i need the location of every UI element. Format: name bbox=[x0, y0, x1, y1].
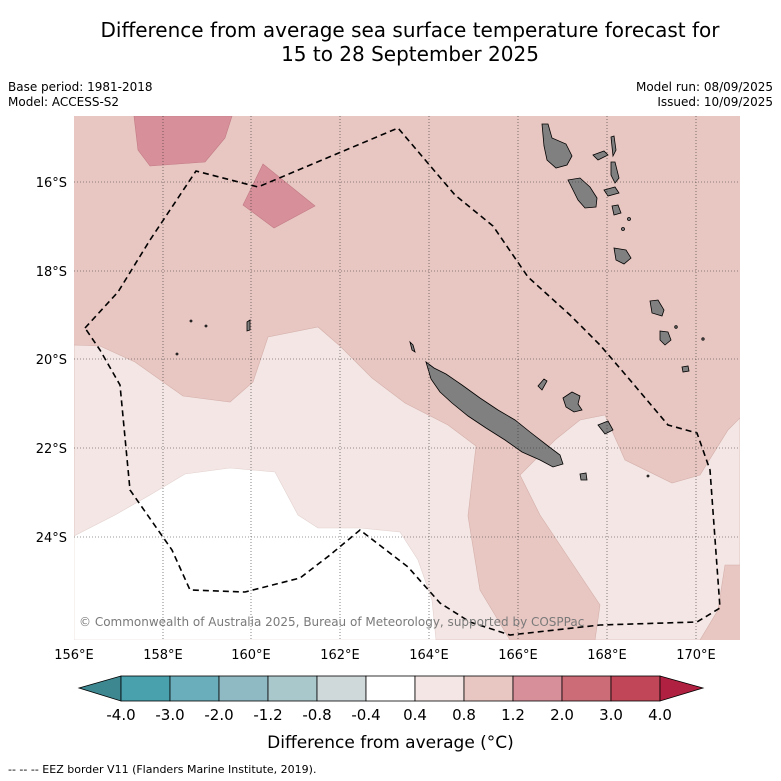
lon-tick-label: 162°E bbox=[320, 648, 360, 663]
vanuatu-malekula bbox=[567, 177, 598, 209]
base-period: Base period: 1981-2018 bbox=[8, 80, 153, 94]
colorbar-bin bbox=[267, 675, 318, 702]
islet bbox=[627, 217, 631, 221]
belep-islands bbox=[409, 340, 416, 353]
islet bbox=[701, 337, 705, 341]
vanuatu-erromango bbox=[649, 299, 665, 317]
vanuatu-ambae bbox=[592, 150, 609, 161]
colorbar-bin bbox=[414, 675, 465, 702]
title-line-2: 15 to 28 September 2025 bbox=[281, 42, 539, 66]
latitude-labels: 16°S 18°S 20°S 22°S 24°S bbox=[36, 176, 67, 546]
colorbar-tick-label: 1.2 bbox=[501, 706, 525, 724]
colorbar-tick-label: -0.8 bbox=[302, 706, 331, 724]
vanuatu-espiritu-santo bbox=[541, 123, 573, 169]
islet bbox=[646, 474, 650, 478]
vanuatu-pentecost bbox=[610, 161, 620, 184]
colorbar-tick-label: 4.0 bbox=[648, 706, 672, 724]
colorbar-tick-label: 0.8 bbox=[452, 706, 476, 724]
lon-tick-label: 170°E bbox=[676, 648, 716, 663]
meta-right: Model run: 08/09/2025 Issued: 10/09/2025 bbox=[636, 80, 773, 110]
chesterfield-islet bbox=[246, 319, 251, 332]
new-caledonia-island bbox=[425, 360, 564, 468]
lon-tick-label: 164°E bbox=[409, 648, 449, 663]
colorbar-tick-label: -3.0 bbox=[155, 706, 184, 724]
colorbar-bin bbox=[218, 675, 269, 702]
anomaly-band-neutral bbox=[74, 467, 437, 640]
colorbar-bin bbox=[610, 675, 661, 702]
lat-tick-label: 22°S bbox=[36, 442, 67, 457]
land-masses bbox=[175, 123, 705, 481]
vanuatu-epi bbox=[611, 204, 622, 216]
loyalty-islands-ouvea bbox=[537, 378, 548, 391]
colorbar-bin bbox=[463, 675, 514, 702]
colorbar-over-arrow bbox=[659, 675, 705, 702]
vanuatu-ambrym bbox=[603, 186, 620, 197]
copyright-text: © Commonwealth of Australia 2025, Bureau… bbox=[79, 615, 584, 629]
colorbar-tick-label: 0.4 bbox=[403, 706, 427, 724]
lat-tick-label: 20°S bbox=[36, 353, 67, 368]
lon-tick-label: 160°E bbox=[231, 648, 271, 663]
meta-left: Base period: 1981-2018 Model: ACCESS-S2 bbox=[8, 80, 153, 110]
colorbar-bin bbox=[120, 675, 171, 702]
colorbar-tick-label: -4.0 bbox=[106, 706, 135, 724]
colorbar-tick-label: -1.2 bbox=[253, 706, 282, 724]
lon-tick-label: 168°E bbox=[587, 648, 627, 663]
colorbar-bin bbox=[512, 675, 563, 702]
vanuatu-aneityum bbox=[681, 365, 690, 373]
lat-tick-label: 18°S bbox=[36, 265, 67, 280]
graticule bbox=[74, 116, 740, 640]
colorbar: -4.0 -3.0 -2.0 -1.2 -0.8 -0.4 0.4 0.8 1.2 2.0 3.0 4… bbox=[77, 675, 705, 724]
anomaly-band-1.2-2.0-west bbox=[242, 163, 316, 229]
lat-tick-label: 16°S bbox=[36, 176, 67, 191]
footer-note: -- -- -- EEZ border V11 (Flanders Marine… bbox=[8, 763, 317, 776]
isle-of-pines bbox=[579, 472, 588, 481]
eez-border bbox=[83, 127, 721, 636]
islet bbox=[204, 324, 208, 328]
colorbar-bins bbox=[120, 675, 661, 702]
islet bbox=[175, 352, 179, 356]
loyalty-islands-lifou bbox=[562, 391, 583, 413]
colorbar-bin bbox=[316, 675, 367, 702]
model-name: Model: ACCESS-S2 bbox=[8, 95, 120, 109]
lat-tick-label: 24°S bbox=[36, 531, 67, 546]
colorbar-bin bbox=[365, 675, 416, 702]
model-run: Model run: 08/09/2025 bbox=[635, 80, 773, 94]
colorbar-under-arrow bbox=[77, 675, 122, 702]
map-area: © Commonwealth of Australia 2025, Bureau… bbox=[74, 116, 740, 640]
colorbar-title: Difference from average (°C) bbox=[267, 733, 514, 753]
lon-tick-label: 166°E bbox=[498, 648, 538, 663]
chart-title: Difference from average sea surface temp… bbox=[40, 18, 780, 66]
vanuatu-efate bbox=[613, 247, 632, 265]
islet bbox=[189, 319, 193, 323]
colorbar-tick-label: 2.0 bbox=[550, 706, 574, 724]
longitude-labels: 156°E 158°E 160°E 162°E 164°E 166°E 168°… bbox=[54, 648, 716, 663]
issued-date: Issued: 10/09/2025 bbox=[657, 95, 773, 109]
colorbar-tick-label: 3.0 bbox=[599, 706, 623, 724]
vanuatu-maewo bbox=[610, 135, 617, 158]
title-line-1: Difference from average sea surface temp… bbox=[100, 18, 720, 42]
islet bbox=[621, 227, 625, 231]
colorbar-bin bbox=[561, 675, 612, 702]
colorbar-bin bbox=[169, 675, 220, 702]
anomaly-band-1.2-2.0-north bbox=[133, 116, 233, 167]
lon-tick-label: 156°E bbox=[54, 648, 94, 663]
vanuatu-tanna bbox=[659, 330, 672, 346]
colorbar-tick-label: -0.4 bbox=[351, 706, 380, 724]
colorbar-labels: -4.0 -3.0 -2.0 -1.2 -0.8 -0.4 0.4 0.8 1.2 2.0 3.0 4… bbox=[106, 706, 672, 724]
islet bbox=[674, 325, 678, 329]
loyalty-islands-mare bbox=[597, 420, 614, 435]
lon-tick-label: 158°E bbox=[143, 648, 183, 663]
colorbar-tick-label: -2.0 bbox=[204, 706, 233, 724]
